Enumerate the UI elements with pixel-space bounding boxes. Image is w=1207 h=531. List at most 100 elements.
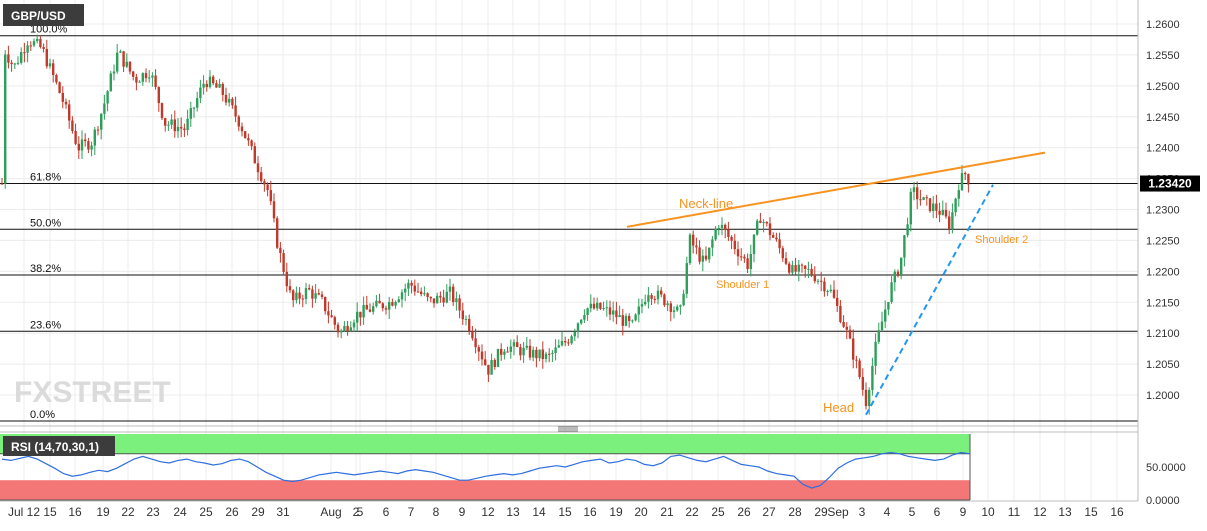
candlestick: [372, 302, 375, 315]
candlestick: [445, 284, 448, 304]
pane-splitter[interactable]: [558, 426, 578, 432]
x-tick-label: 19: [609, 505, 623, 519]
candlestick: [138, 80, 141, 83]
x-tick-label: 8: [433, 505, 440, 519]
candlestick: [112, 64, 116, 81]
x-tick-label: 6: [383, 505, 390, 519]
candlestick: [544, 351, 548, 363]
candlestick: [714, 226, 717, 241]
candlestick: [608, 300, 612, 321]
x-tick-label: 6: [934, 505, 941, 519]
candlestick: [205, 80, 208, 92]
symbol-title: GBP/USD: [11, 9, 66, 23]
candlestick: [727, 221, 730, 242]
candlestick: [864, 382, 868, 410]
candlestick: [922, 196, 925, 201]
candlestick: [720, 217, 724, 236]
rsi-title: RSI (14,70,30,1): [11, 440, 99, 454]
y-tick-label: 1.2550: [1146, 50, 1180, 62]
candlestick: [576, 322, 580, 339]
candlestick: [228, 92, 231, 107]
y-tick-label: 1.2600: [1146, 19, 1180, 31]
candlestick: [378, 293, 381, 304]
candlestick: [263, 178, 266, 192]
candlestick: [740, 248, 743, 261]
candlestick: [183, 123, 186, 138]
candlestick: [464, 315, 468, 326]
x-tick-label: 2: [353, 505, 360, 519]
pattern-annotation: Head: [823, 400, 854, 415]
x-tick-label: 14: [532, 505, 546, 519]
candlestick: [144, 68, 148, 83]
candlestick: [48, 58, 52, 69]
y-tick-label: 1.2200: [1146, 266, 1180, 278]
candlestick: [471, 326, 474, 341]
candlestick: [256, 156, 260, 181]
candlestick: [496, 348, 500, 368]
candlestick: [64, 98, 68, 109]
x-tick-label: 10: [981, 505, 995, 519]
candlestick: [58, 81, 61, 94]
x-tick-label: 29: [251, 505, 265, 519]
candlestick: [765, 221, 768, 227]
x-tick-label: 4: [884, 505, 891, 519]
candlestick: [314, 283, 317, 304]
candlestick: [192, 106, 196, 118]
candlestick: [634, 313, 637, 322]
candlestick: [42, 43, 45, 53]
candlestick: [32, 38, 36, 48]
candlestick: [189, 101, 192, 127]
candlestick: [781, 245, 784, 262]
candlestick: [141, 72, 144, 86]
candlestick: [682, 289, 685, 307]
candlestick: [836, 289, 839, 312]
candlestick: [391, 298, 394, 307]
candlestick: [0, 177, 4, 185]
candlestick: [301, 294, 304, 308]
x-tick-label: 5: [909, 505, 916, 519]
candlestick: [596, 297, 599, 311]
x-tick-label: 22: [685, 505, 699, 519]
candlestick: [420, 287, 423, 297]
candlestick: [804, 265, 807, 278]
neck-line-trendline[interactable]: [626, 151, 1046, 228]
rsi-line: [1, 451, 971, 489]
x-tick-label: 15: [558, 505, 572, 519]
candlestick: [695, 237, 698, 255]
candlestick: [717, 224, 720, 236]
candlestick: [906, 217, 909, 238]
candlestick: [951, 203, 954, 234]
candlestick: [890, 275, 893, 304]
candlestick: [23, 42, 26, 63]
candlestick: [29, 41, 32, 51]
support-trendline[interactable]: [865, 184, 994, 416]
candlestick: [663, 293, 666, 307]
candlestick: [490, 353, 493, 375]
candlestick: [388, 296, 391, 319]
candlestick: [359, 311, 362, 326]
candlestick: [733, 233, 736, 255]
candlestick: [535, 346, 538, 368]
candlestick: [640, 298, 644, 314]
candlestick: [794, 257, 797, 275]
candlestick: [586, 307, 589, 322]
candlestick: [688, 233, 692, 265]
candlestick: [327, 301, 330, 324]
rsi-y-tick-label: 0.0000: [1146, 495, 1180, 507]
candlestick: [260, 166, 263, 184]
candlestick: [71, 116, 74, 134]
fib-level-label: 100.0%: [30, 24, 68, 36]
candlestick: [212, 74, 215, 86]
candlestick: [928, 198, 932, 213]
candlestick: [400, 289, 404, 308]
candlestick: [528, 339, 532, 361]
candlestick: [743, 254, 746, 263]
candlestick: [967, 173, 970, 193]
fib-level-label: 38.2%: [30, 263, 61, 275]
candlestick: [368, 303, 372, 313]
candlestick: [525, 336, 528, 351]
candlestick: [493, 358, 496, 370]
candlestick: [858, 358, 861, 380]
candlestick: [349, 321, 352, 333]
candlestick: [100, 112, 103, 140]
